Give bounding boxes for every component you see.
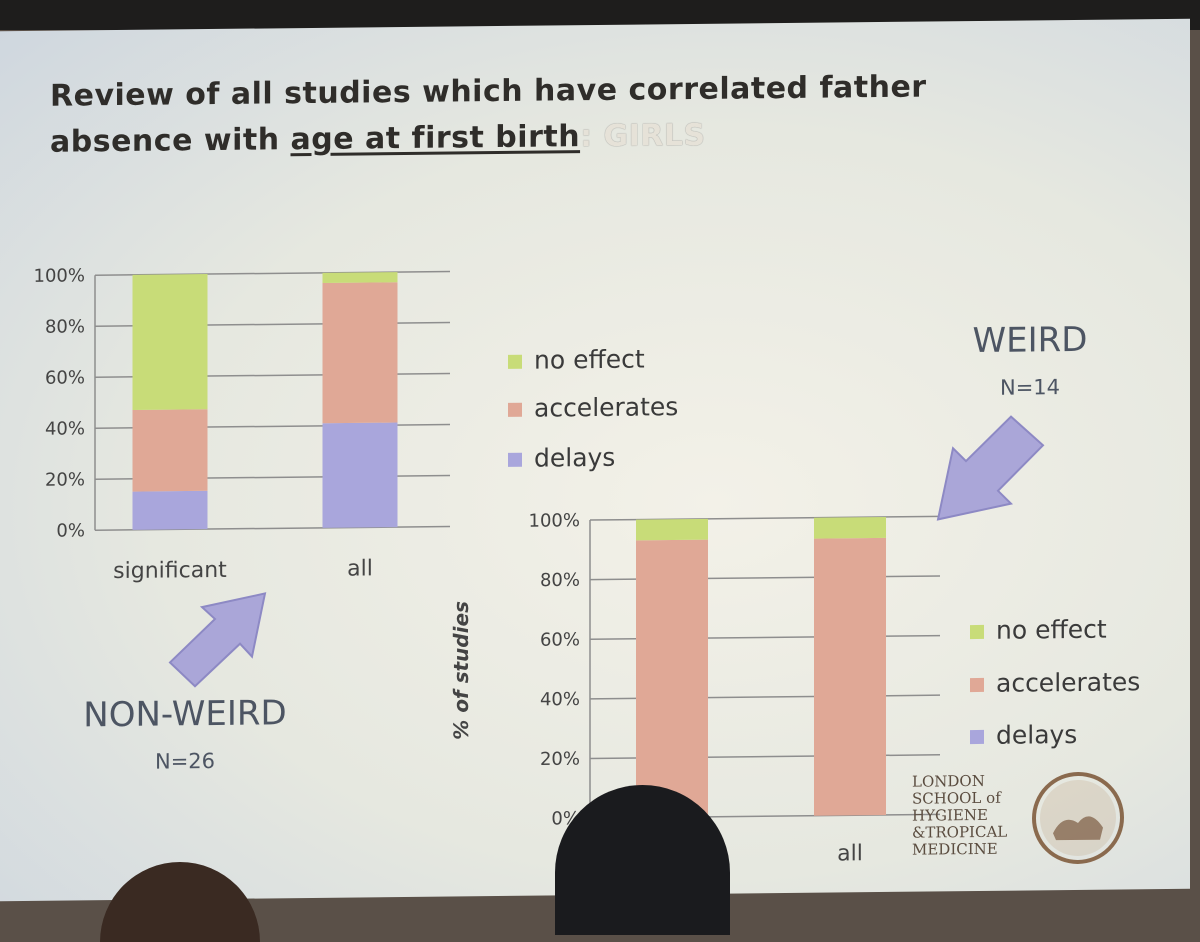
y-tick-label: 60%	[540, 629, 580, 650]
legend-item-no-effect: no effect	[508, 344, 645, 375]
legend-item-delays: delays	[970, 720, 1077, 750]
legend-item-accelerates: accelerates	[970, 667, 1140, 698]
legend-label: accelerates	[996, 667, 1141, 698]
bar-segment-delays	[322, 422, 398, 528]
logo-line: LONDON	[912, 771, 985, 791]
y-tick-label: 40%	[540, 689, 580, 710]
x-category-label: all	[347, 556, 373, 581]
legend-swatch	[970, 677, 984, 693]
y-tick-label: 40%	[45, 418, 85, 439]
title-underlined: age at first birth	[290, 119, 581, 158]
bar-segment-no-effect	[814, 516, 886, 539]
logo-line: HYGIENE	[912, 805, 988, 825]
legend-swatch	[508, 402, 522, 417]
bar-segment-no-effect	[322, 272, 398, 284]
bar-segment-delays	[132, 490, 208, 530]
legend-label: delays	[996, 719, 1078, 750]
legend-item-accelerates: accelerates	[508, 392, 678, 423]
legend-swatch	[508, 354, 522, 369]
presentation-slide: Review of all studies which have correla…	[0, 18, 1190, 902]
bar-segment-accelerates	[636, 539, 708, 818]
legend-label: no effect	[534, 344, 645, 375]
y-tick-label: 0%	[56, 520, 85, 541]
legend-item-delays: delays	[508, 443, 615, 473]
y-tick-label: 100%	[529, 510, 580, 532]
non-weird-stacked-bar-chart: 0% 20% 40% 60% 80% 100% significant all	[34, 265, 450, 584]
y-tick-label: 20%	[45, 469, 85, 490]
slide-title-line-2: absence with age at first birth: GIRLS	[50, 113, 1150, 160]
legend-label: accelerates	[534, 392, 679, 423]
y-axis-label: % of studies	[449, 601, 473, 740]
arrow-weird-icon	[936, 415, 1045, 521]
group-label-weird: WEIRD	[972, 319, 1088, 362]
group-n-non-weird: N=26	[154, 748, 216, 774]
title-prefix: absence with	[50, 122, 291, 160]
y-tick-label: 20%	[540, 749, 580, 770]
group-n-weird: N=14	[999, 375, 1061, 400]
logo-line: MEDICINE	[912, 839, 998, 859]
y-tick-label: 100%	[34, 265, 85, 287]
x-category-label: significant	[113, 558, 227, 584]
legend-swatch	[970, 624, 984, 640]
arrow-non-weird-icon	[168, 592, 267, 688]
lshtm-crest-icon	[1032, 771, 1124, 864]
legend-label: no effect	[996, 614, 1107, 645]
title-suffix: : GIRLS	[580, 117, 706, 155]
lshtm-logo-text: LONDON SCHOOL of HYGIENE &TROPICAL MEDIC…	[912, 771, 1027, 859]
legend-swatch	[970, 729, 984, 745]
logo-line: &TROPICAL	[912, 822, 1008, 842]
logo-line: SCHOOL of	[912, 788, 1001, 808]
legend-label: delays	[534, 442, 616, 473]
y-tick-label: 60%	[45, 367, 85, 388]
bar-segment-accelerates	[814, 537, 886, 816]
slide-title-line-1: Review of all studies which have correla…	[50, 69, 927, 114]
bar-segment-no-effect	[132, 274, 208, 410]
x-category-label: all	[837, 841, 863, 866]
bar-segment-accelerates	[132, 409, 208, 492]
group-label-non-weird: NON-WEIRD	[83, 693, 287, 736]
y-tick-label: 80%	[540, 570, 580, 591]
y-tick-label: 80%	[45, 316, 85, 337]
legend-swatch	[508, 452, 522, 467]
legend-item-no-effect: no effect	[970, 615, 1107, 645]
bar-segment-accelerates	[322, 282, 398, 424]
bar-segment-no-effect	[636, 518, 708, 541]
